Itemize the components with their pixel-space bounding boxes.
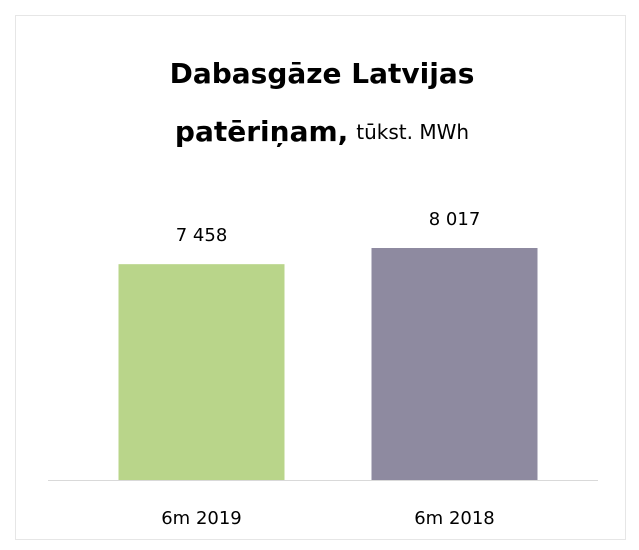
chart-title: patēriņam, tūkst. MWh (175, 115, 469, 148)
chart-subtitle: tūkst. MWh (356, 120, 469, 144)
bar (118, 264, 285, 480)
bar (371, 248, 538, 480)
chart-title: Dabasgāze Latvijas (170, 57, 475, 90)
value-label: 7 458 (176, 225, 228, 246)
title-line: Dabasgāze Latvijas (170, 57, 475, 90)
value-label: 8 017 (429, 209, 481, 230)
x-tick-label: 6m 2018 (414, 508, 495, 529)
title-line: patēriņam, (175, 115, 348, 148)
x-tick-label: 6m 2019 (161, 508, 242, 529)
